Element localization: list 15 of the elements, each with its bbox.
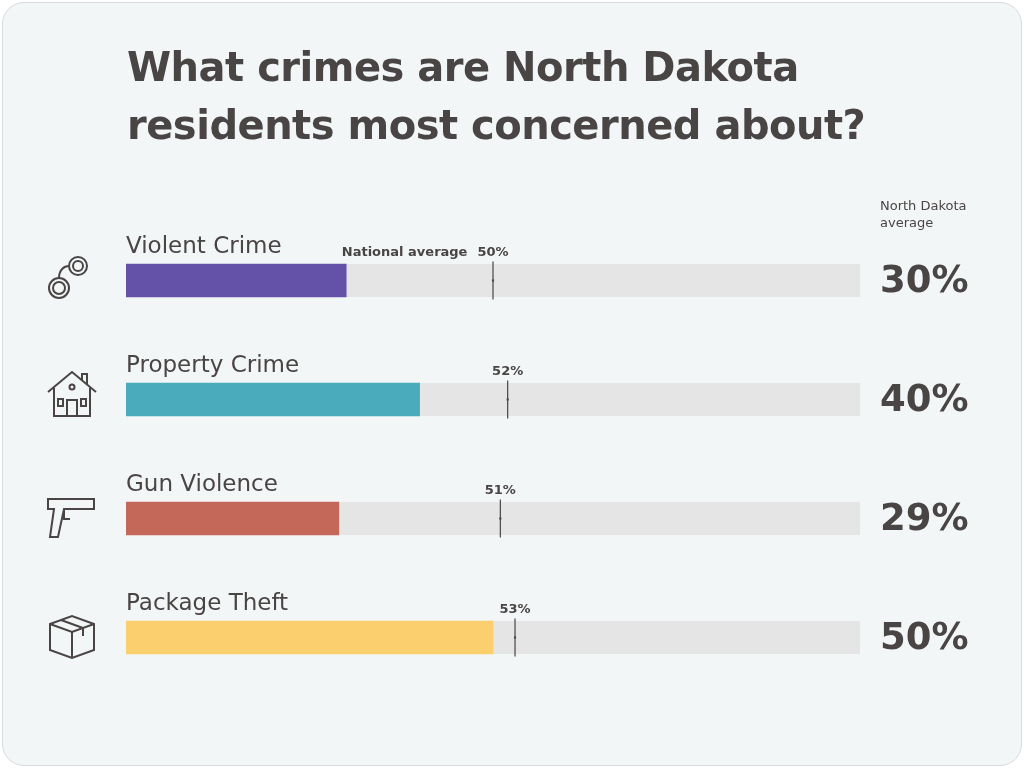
annotation: National average: [341, 243, 468, 259]
data-label: 51%: [484, 481, 516, 497]
data-label: 52%: [492, 362, 524, 378]
chart-title: What crimes are North Dakota residents most concerned about?: [127, 43, 867, 150]
data-label: 53%: [499, 600, 531, 616]
y-tick-label: Package Theft: [126, 588, 289, 615]
y-tick-label: Gun Violence: [126, 469, 278, 496]
text: North Dakota average: [880, 197, 967, 230]
data-label: 50%: [477, 243, 509, 259]
data-label: 40%: [880, 377, 969, 421]
y-tick-label: Property Crime: [126, 350, 300, 377]
data-label: 30%: [880, 258, 969, 302]
data-label: 50%: [880, 615, 969, 659]
data-label: 29%: [880, 496, 969, 540]
y-tick-label: Violent Crime: [126, 231, 282, 258]
